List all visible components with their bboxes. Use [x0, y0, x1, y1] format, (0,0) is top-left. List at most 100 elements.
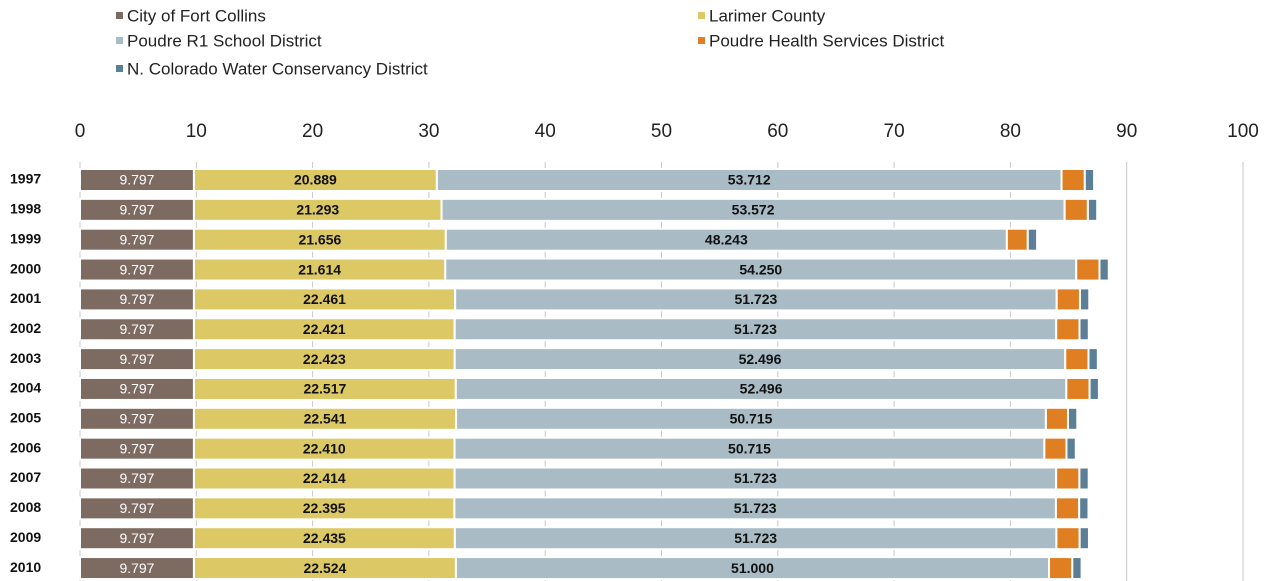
- data-label: 9.797: [119, 351, 154, 367]
- legend-label: Poudre Health Services District: [709, 31, 945, 50]
- bar-segment: [1083, 168, 1096, 192]
- bar-segment: [1026, 227, 1039, 252]
- data-label: 9.797: [119, 440, 154, 456]
- data-label: 9.797: [119, 321, 154, 337]
- x-tick-label: 50: [651, 121, 672, 142]
- data-label: 51.723: [734, 530, 777, 546]
- legend-label: N. Colorado Water Conservancy District: [127, 59, 428, 78]
- legend-label: City of Fort Collins: [127, 6, 266, 25]
- data-label: 9.797: [119, 560, 154, 576]
- data-label: 53.572: [732, 202, 775, 218]
- x-tick-label: 30: [418, 121, 439, 142]
- data-label: 9.797: [119, 530, 154, 546]
- x-tick-label: 0: [75, 121, 86, 142]
- bar-segment: [1078, 526, 1090, 551]
- data-label: 9.797: [119, 500, 154, 516]
- data-label: 9.797: [119, 261, 154, 277]
- bar-segment: [1067, 406, 1079, 431]
- data-label: 22.410: [303, 440, 346, 456]
- bar-segment: [1065, 376, 1091, 401]
- x-tick-label: 70: [884, 121, 905, 142]
- data-label: 22.395: [303, 500, 346, 516]
- bar-segment: [1078, 496, 1090, 521]
- data-label: 22.414: [303, 470, 346, 486]
- bar-segment: [1064, 347, 1090, 372]
- bar-segment: [1078, 317, 1090, 342]
- legend-swatch: [116, 65, 123, 72]
- data-label: 22.423: [303, 351, 346, 367]
- data-label: 54.250: [739, 261, 782, 277]
- bar-segment: [1086, 197, 1099, 222]
- x-tick-label: 20: [302, 121, 323, 142]
- data-label: 21.293: [296, 202, 339, 218]
- data-label: 21.656: [298, 231, 341, 247]
- data-label: 9.797: [119, 381, 154, 397]
- bar-segment: [1044, 406, 1070, 431]
- data-label: 51.723: [734, 470, 777, 486]
- y-tick-label: 2000: [10, 260, 41, 276]
- y-tick-label: 2010: [10, 559, 41, 575]
- data-label: 51.000: [731, 560, 774, 576]
- data-label: 52.496: [740, 381, 783, 397]
- y-tick-label: 2003: [10, 350, 41, 366]
- bar-segment: [1055, 526, 1081, 551]
- data-label: 22.461: [303, 291, 346, 307]
- y-tick-label: 2001: [10, 290, 41, 306]
- data-label: 21.614: [298, 261, 341, 277]
- legend-label: Larimer County: [709, 6, 826, 25]
- data-label: 52.496: [739, 351, 782, 367]
- legend-swatch: [116, 12, 123, 19]
- data-label: 9.797: [119, 202, 154, 218]
- legend-swatch: [116, 37, 123, 44]
- bar-segment: [1065, 436, 1077, 461]
- y-tick-label: 2007: [10, 469, 41, 485]
- data-label: 9.797: [119, 231, 154, 247]
- data-label: 22.541: [304, 411, 347, 427]
- data-label: 51.723: [735, 291, 778, 307]
- bar-segment: [1055, 466, 1081, 491]
- bar-segment: [1098, 257, 1110, 282]
- legend-label: Poudre R1 School District: [127, 31, 322, 50]
- bar-segment: [1071, 556, 1083, 581]
- data-label: 22.421: [303, 321, 346, 337]
- data-label: 9.797: [119, 172, 154, 188]
- x-tick-label: 10: [186, 121, 207, 142]
- data-label: 50.715: [728, 440, 771, 456]
- y-tick-label: 2008: [10, 499, 41, 515]
- bar-segment: [1088, 376, 1100, 401]
- bar-segment: [1048, 556, 1074, 581]
- bar-segment: [1078, 466, 1090, 491]
- data-label: 22.435: [303, 530, 346, 546]
- bar-segment: [1063, 197, 1089, 222]
- y-tick-label: 2002: [10, 320, 41, 336]
- data-label: 20.889: [294, 172, 337, 188]
- data-label: 53.712: [728, 172, 771, 188]
- bar-segment: [1005, 227, 1029, 252]
- x-tick-label: 80: [1000, 121, 1021, 142]
- data-label: 9.797: [119, 470, 154, 486]
- bar-segment: [1060, 168, 1086, 192]
- bar-segment: [1043, 436, 1068, 461]
- data-label: 22.524: [304, 560, 347, 576]
- bar-segment: [1087, 347, 1099, 372]
- y-tick-label: 2009: [10, 529, 41, 545]
- data-label: 22.517: [303, 381, 346, 397]
- data-label: 51.723: [734, 500, 777, 516]
- data-label: 9.797: [119, 291, 154, 307]
- y-tick-label: 1997: [10, 171, 41, 187]
- bar-segment: [1055, 317, 1081, 342]
- bar-segment: [1055, 287, 1081, 312]
- x-tick-label: 90: [1116, 121, 1137, 142]
- y-tick-label: 2006: [10, 439, 41, 455]
- y-tick-label: 2004: [10, 380, 41, 396]
- legend-swatch: [698, 12, 705, 19]
- data-label: 48.243: [705, 231, 748, 247]
- y-tick-label: 1999: [10, 230, 41, 246]
- bar-segment: [1075, 257, 1101, 282]
- data-label: 50.715: [730, 411, 773, 427]
- bar-segment: [1054, 496, 1081, 521]
- legend-swatch: [698, 37, 705, 44]
- x-tick-label: 40: [535, 121, 556, 142]
- y-tick-label: 1998: [10, 201, 41, 217]
